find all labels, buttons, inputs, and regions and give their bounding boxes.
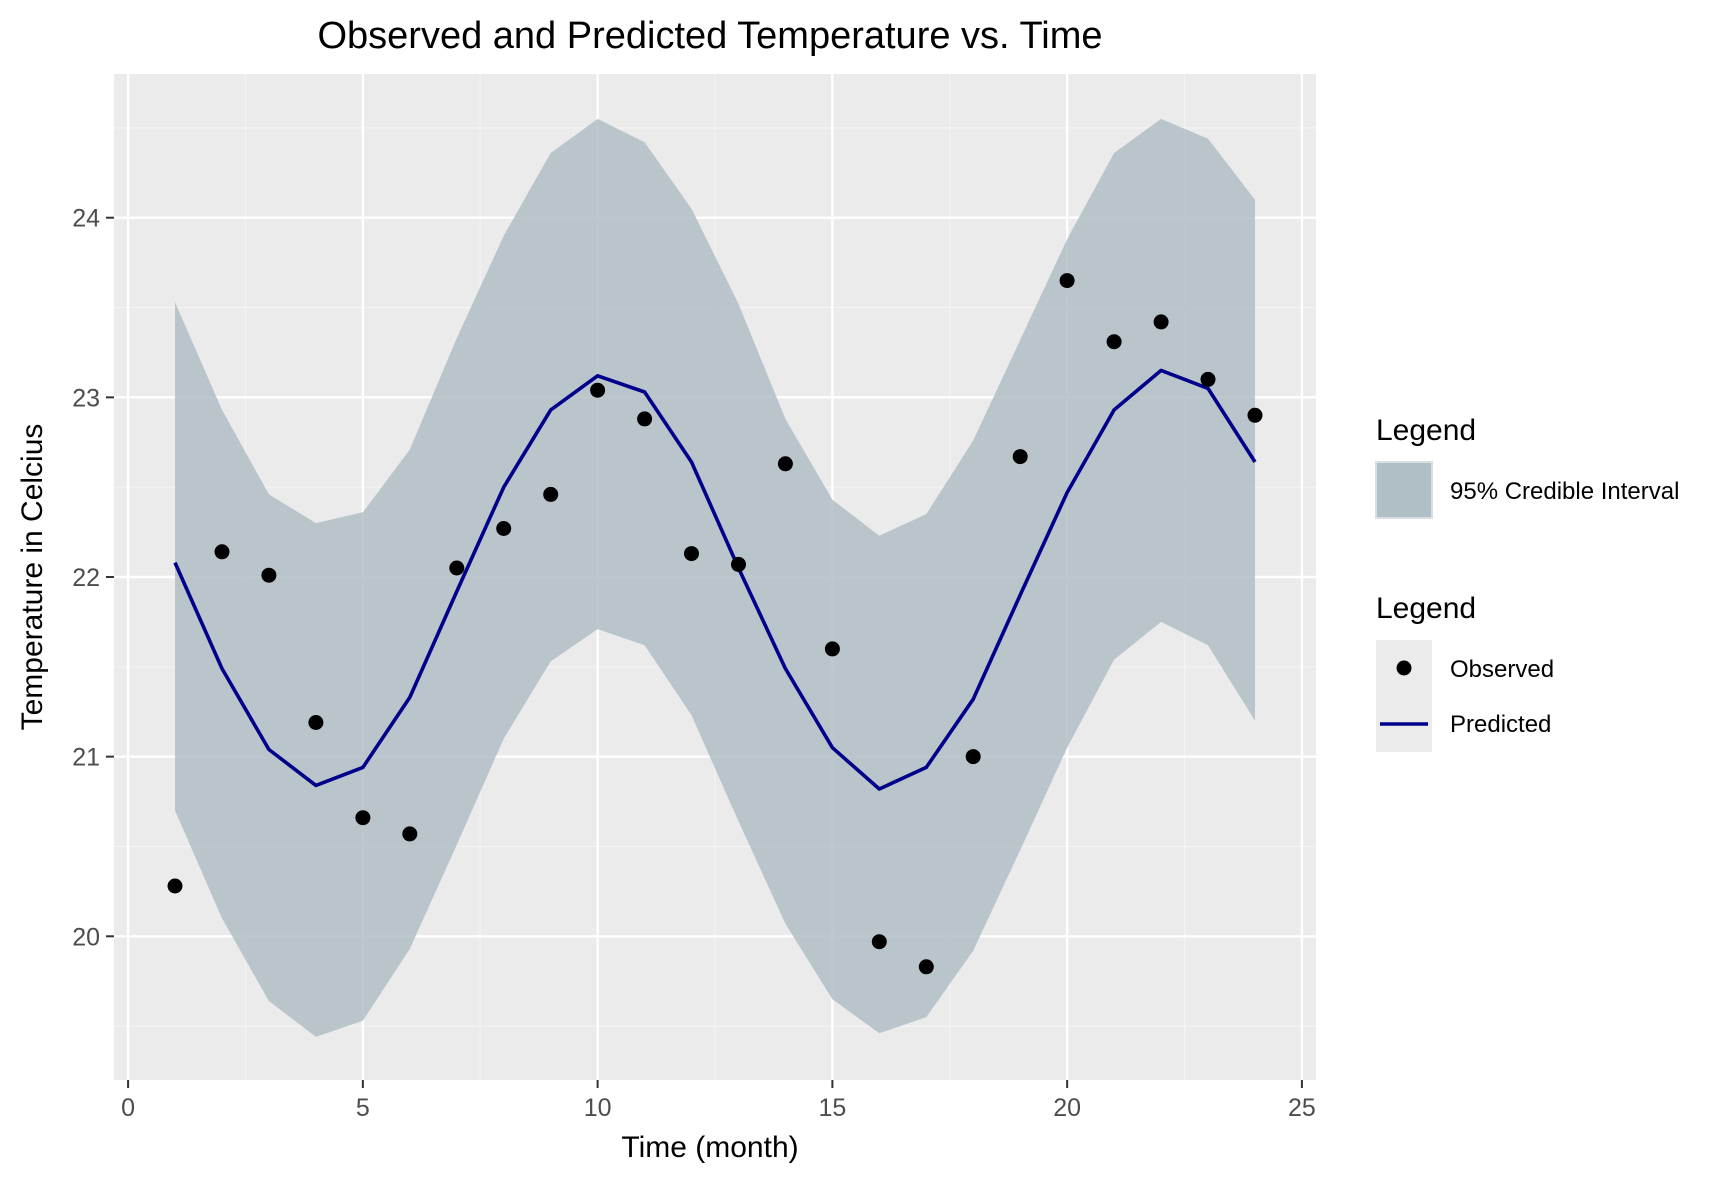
observed-point bbox=[496, 521, 512, 536]
x-axis-title: Time (month) bbox=[621, 1131, 798, 1164]
legend-key-background bbox=[1376, 640, 1432, 752]
x-tick-label: 10 bbox=[584, 1094, 612, 1122]
observed-point bbox=[214, 544, 230, 560]
observed-point bbox=[965, 749, 981, 765]
observed-point bbox=[590, 382, 606, 398]
axes: 0 5 10 15 20 25 20 21 22 23 24 bbox=[72, 205, 1316, 1122]
x-tick-label: 15 bbox=[818, 1094, 846, 1122]
observed-point bbox=[871, 934, 887, 950]
legend-key-band bbox=[1375, 461, 1433, 519]
x-tick-label: 0 bbox=[121, 1094, 135, 1122]
legend-title: Legend bbox=[1376, 414, 1476, 447]
y-tick-label: 21 bbox=[72, 744, 100, 772]
y-tick-label: 23 bbox=[72, 384, 100, 412]
observed-point bbox=[918, 959, 934, 975]
observed-point bbox=[731, 556, 746, 572]
x-tick-label: 20 bbox=[1053, 1094, 1081, 1122]
legend-label: 95% Credible Interval bbox=[1450, 478, 1679, 505]
legend-label: Predicted bbox=[1450, 711, 1551, 738]
x-tick-label: 25 bbox=[1288, 1094, 1316, 1122]
x-tick-label: 5 bbox=[356, 1094, 370, 1122]
y-axis-title: Temperature in Celcius bbox=[16, 424, 49, 731]
legend-label: Observed bbox=[1450, 656, 1554, 683]
credible-interval-band bbox=[175, 118, 1255, 1037]
observed-point bbox=[1247, 407, 1263, 423]
y-tick-label: 24 bbox=[72, 205, 100, 233]
observed-point bbox=[1059, 273, 1075, 289]
observed-point bbox=[1153, 314, 1169, 330]
chart-title: Observed and Predicted Temperature vs. T… bbox=[317, 15, 1102, 57]
y-tick-label: 20 bbox=[72, 923, 100, 951]
observed-point bbox=[449, 560, 465, 576]
legend-key-point bbox=[1396, 660, 1412, 676]
observed-point bbox=[261, 567, 277, 583]
observed-point bbox=[777, 456, 793, 472]
observed-point bbox=[543, 486, 559, 502]
observed-point bbox=[308, 715, 324, 730]
y-tick-label: 22 bbox=[72, 564, 100, 592]
observed-point bbox=[402, 826, 418, 842]
observed-point bbox=[684, 546, 699, 562]
observed-point bbox=[637, 411, 653, 427]
credible-interval-layer bbox=[175, 118, 1255, 1037]
observed-point bbox=[1106, 334, 1122, 350]
predicted-line-layer bbox=[173, 368, 1257, 791]
legend-title: Legend bbox=[1376, 592, 1476, 625]
legend: Legend 95% Credible Interval Legend Observe… bbox=[1375, 414, 1679, 752]
predicted-line bbox=[173, 368, 1257, 791]
observed-point bbox=[1200, 371, 1216, 387]
observed-point bbox=[1012, 449, 1028, 465]
observed-points-layer bbox=[167, 273, 1263, 975]
observed-point bbox=[355, 810, 371, 826]
observed-point bbox=[167, 878, 183, 894]
observed-point bbox=[824, 641, 840, 657]
